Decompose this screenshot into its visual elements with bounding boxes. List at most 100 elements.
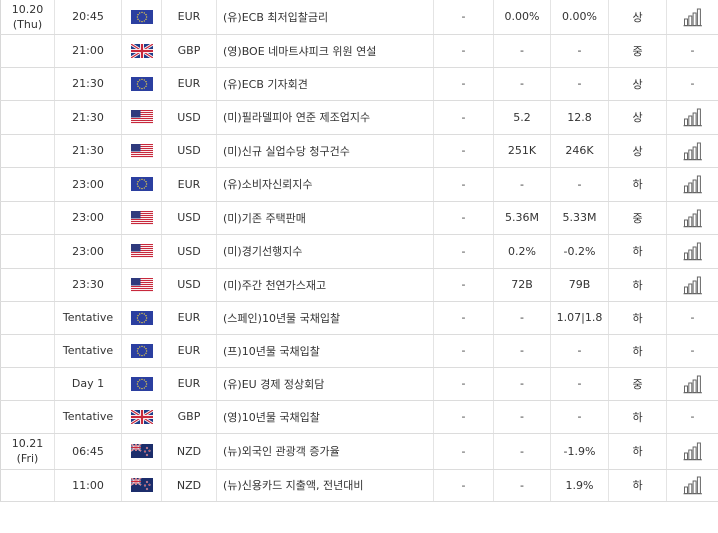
- currency-cell: GBP: [161, 34, 217, 68]
- table-row: 10.21 (Fri) 06:45 NZD (뉴)외국인 관광객 증가율 - - -1.9% 하: [0, 433, 718, 470]
- event-name: (유)소비자신뢰지수: [216, 167, 434, 202]
- bar-chart-icon[interactable]: [683, 107, 703, 127]
- table-row: 21:30 USD (미)필라델피아 연준 제조업지수 -5.2 12.8 상: [0, 100, 718, 135]
- us-flag-icon: [130, 110, 153, 124]
- economic-calendar-table: 10.20 (Thu) 20:45 EUR (유)ECB 최저입찰금리 -0.00% 0.0…: [0, 0, 718, 502]
- date-cell: [0, 367, 55, 401]
- table-row: Tentative EUR (스페인)10년물 국채입찰 - -1.07|1.8 하 -: [0, 301, 718, 335]
- actual-value: -: [433, 100, 494, 135]
- previous-value: 1.9%: [550, 469, 609, 502]
- uk-flag-icon: [130, 409, 153, 424]
- actual-value: -: [433, 167, 494, 202]
- forecast-value: 5.2: [493, 100, 551, 135]
- date-cell: [0, 469, 55, 502]
- table-row: 21:00 GBP (영)BOE 네마트샤피크 위원 연설 - - - 중 -: [0, 34, 718, 68]
- event-name: (스페인)10년물 국채입찰: [216, 301, 434, 335]
- bar-chart-icon[interactable]: [683, 174, 703, 194]
- chart-cell: [666, 367, 718, 401]
- table-row: 23:00 USD (미)기존 주택판매 -5.36M 5.33M 중: [0, 201, 718, 235]
- date-cell: [0, 201, 55, 235]
- actual-value: -: [433, 334, 494, 368]
- time-cell: 23:30: [54, 268, 122, 302]
- table-row: 23:00 EUR (유)소비자신뢰지수 - - - 하: [0, 167, 718, 202]
- bar-chart-icon[interactable]: [683, 208, 703, 228]
- event-name: (뉴)외국인 관광객 증가율: [216, 433, 434, 470]
- date-cell: [0, 268, 55, 302]
- actual-value: -: [433, 67, 494, 101]
- currency-cell: USD: [161, 268, 217, 302]
- importance-badge: 상: [608, 0, 667, 35]
- table-row: 10.20 (Thu) 20:45 EUR (유)ECB 최저입찰금리 -0.00% 0.0…: [0, 0, 718, 35]
- nz-flag-icon: [130, 478, 153, 492]
- time-cell: 11:00: [54, 469, 122, 502]
- currency-cell: EUR: [161, 367, 217, 401]
- importance-badge: 상: [608, 100, 667, 135]
- table-row: 23:30 USD (미)주간 천연가스재고 -72B 79B 하: [0, 268, 718, 302]
- flag-cell: [121, 134, 162, 168]
- chart-cell: -: [666, 301, 718, 335]
- bar-chart-icon[interactable]: [683, 374, 703, 394]
- forecast-value: 0.00%: [493, 0, 551, 35]
- event-name: (미)기존 주택판매: [216, 201, 434, 235]
- event-name: (뉴)신용카드 지출액, 전년대비: [216, 469, 434, 502]
- bar-chart-icon[interactable]: [683, 7, 703, 27]
- flag-cell: [121, 167, 162, 202]
- chart-cell: [666, 268, 718, 302]
- table-row: Day 1 EUR (유)EU 경제 정상회담 - - - 중: [0, 367, 718, 401]
- table-row: Tentative GBP (영)10년물 국채입찰 - - - 하 -: [0, 400, 718, 434]
- chart-cell: [666, 167, 718, 202]
- bar-chart-icon[interactable]: [683, 441, 703, 461]
- us-flag-icon: [130, 210, 153, 225]
- date-cell: [0, 100, 55, 135]
- table-row: 21:30 USD (미)신규 실업수당 청구건수 -251K 246K 상: [0, 134, 718, 168]
- currency-cell: NZD: [161, 469, 217, 502]
- previous-value: 1.07|1.8: [550, 301, 609, 335]
- date-cell: [0, 34, 55, 68]
- bar-chart-icon[interactable]: [683, 141, 703, 161]
- us-flag-icon: [130, 277, 153, 292]
- currency-cell: USD: [161, 134, 217, 168]
- importance-badge: 하: [608, 167, 667, 202]
- chart-cell: [666, 134, 718, 168]
- flag-cell: [121, 268, 162, 302]
- bar-chart-icon[interactable]: [683, 275, 703, 295]
- chart-cell: [666, 433, 718, 470]
- flag-cell: [121, 469, 162, 502]
- event-name: (영)10년물 국채입찰: [216, 400, 434, 434]
- time-cell: 23:00: [54, 167, 122, 202]
- forecast-value: 0.2%: [493, 234, 551, 269]
- importance-badge: 하: [608, 234, 667, 269]
- previous-value: -: [550, 167, 609, 202]
- previous-value: 0.00%: [550, 0, 609, 35]
- date-cell: [0, 134, 55, 168]
- flag-cell: [121, 433, 162, 470]
- currency-cell: USD: [161, 100, 217, 135]
- time-cell: 21:30: [54, 67, 122, 101]
- importance-badge: 중: [608, 367, 667, 401]
- calendar-rows: 10.20 (Thu) 20:45 EUR (유)ECB 최저입찰금리 -0.00% 0.0…: [0, 0, 718, 502]
- actual-value: -: [433, 469, 494, 502]
- forecast-value: -: [493, 367, 551, 401]
- actual-value: -: [433, 301, 494, 335]
- eu-flag-icon: [130, 343, 153, 358]
- previous-value: 5.33M: [550, 201, 609, 235]
- date-text: 10.20: [11, 2, 44, 16]
- importance-badge: 하: [608, 400, 667, 434]
- previous-value: -: [550, 334, 609, 368]
- currency-cell: EUR: [161, 334, 217, 368]
- flag-cell: [121, 34, 162, 68]
- date-cell: [0, 67, 55, 101]
- bar-chart-icon[interactable]: [683, 241, 703, 261]
- currency-cell: EUR: [161, 67, 217, 101]
- date-cell: 10.20 (Thu): [0, 0, 55, 35]
- forecast-value: -: [493, 301, 551, 335]
- time-cell: 21:00: [54, 34, 122, 68]
- date-text: 10.21: [11, 437, 44, 450]
- date-cell: [0, 167, 55, 202]
- bar-chart-icon[interactable]: [683, 475, 703, 495]
- time-cell: 23:00: [54, 201, 122, 235]
- time-cell: Tentative: [54, 400, 122, 434]
- forecast-value: -: [493, 433, 551, 470]
- chart-cell: [666, 100, 718, 135]
- flag-cell: [121, 367, 162, 401]
